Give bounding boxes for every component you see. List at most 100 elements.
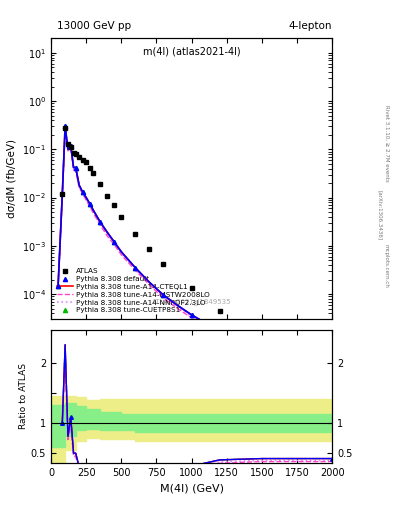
Pythia 8.308 default — [259, 350, 264, 356]
ATLAS — [63, 125, 68, 131]
Text: m(4l) (atlas2021-4l): m(4l) (atlas2021-4l) — [143, 47, 241, 57]
Pythia 8.308 tune-A14-MSTW2008LO — [77, 185, 82, 191]
Pythia 8.308 tune-CUETP8S1 — [112, 239, 117, 245]
Pythia 8.308 default — [56, 283, 61, 289]
Pythia 8.308 tune-A14-MSTW2008LO — [68, 145, 73, 151]
ATLAS — [84, 159, 88, 165]
Pythia 8.308 default — [112, 239, 117, 245]
Pythia 8.308 tune-A14-MSTW2008LO — [161, 295, 166, 301]
Pythia 8.308 tune-A14-CTEQL1 — [112, 239, 117, 245]
Text: ATLAS_2021_I1849535: ATLAS_2021_I1849535 — [152, 298, 231, 305]
Pythia 8.308 tune-A14-NNPDF2.3LO — [84, 196, 88, 202]
Pythia 8.308 tune-A14-MSTW2008LO — [80, 190, 85, 197]
Line: Pythia 8.308 tune-A14-CTEQL1: Pythia 8.308 tune-A14-CTEQL1 — [58, 126, 332, 382]
Pythia 8.308 tune-CUETP8S1 — [133, 265, 138, 271]
Pythia 8.308 tune-A14-NNPDF2.3LO — [105, 231, 110, 237]
ATLAS — [189, 285, 194, 291]
Text: 13000 GeV pp: 13000 GeV pp — [57, 20, 131, 31]
Pythia 8.308 tune-A14-MSTW2008LO — [60, 193, 65, 199]
Pythia 8.308 tune-A14-CTEQL1 — [98, 219, 103, 225]
Pythia 8.308 tune-A14-MSTW2008LO — [66, 148, 70, 154]
Pythia 8.308 tune-A14-NNPDF2.3LO — [189, 313, 194, 319]
Pythia 8.308 tune-A14-NNPDF2.3LO — [98, 221, 103, 227]
Pythia 8.308 tune-CUETP8S1 — [68, 142, 73, 148]
Pythia 8.308 tune-A14-MSTW2008LO — [105, 233, 110, 239]
Pythia 8.308 tune-A14-CTEQL1 — [84, 195, 88, 201]
ATLAS — [77, 154, 82, 160]
Pythia 8.308 default — [63, 123, 68, 130]
Pythia 8.308 tune-CUETP8S1 — [56, 283, 61, 289]
Pythia 8.308 tune-A14-CTEQL1 — [56, 283, 61, 289]
ATLAS — [147, 246, 152, 252]
Pythia 8.308 tune-A14-CTEQL1 — [60, 190, 65, 197]
ATLAS — [80, 157, 85, 163]
X-axis label: M(4l) (GeV): M(4l) (GeV) — [160, 484, 224, 494]
ATLAS — [91, 169, 95, 176]
Pythia 8.308 tune-A14-CTEQL1 — [189, 312, 194, 318]
Line: Pythia 8.308 tune-A14-NNPDF2.3LO: Pythia 8.308 tune-A14-NNPDF2.3LO — [58, 127, 332, 384]
Pythia 8.308 tune-A14-CTEQL1 — [119, 249, 124, 255]
Pythia 8.308 tune-A14-MSTW2008LO — [73, 167, 78, 173]
ATLAS — [105, 193, 110, 199]
Pythia 8.308 default — [98, 219, 103, 225]
Pythia 8.308 tune-CUETP8S1 — [98, 219, 103, 225]
Pythia 8.308 tune-A14-NNPDF2.3LO — [119, 250, 124, 257]
Pythia 8.308 tune-A14-NNPDF2.3LO — [91, 208, 95, 215]
ATLAS — [74, 151, 79, 157]
Pythia 8.308 tune-A14-NNPDF2.3LO — [330, 381, 334, 387]
Pythia 8.308 tune-CUETP8S1 — [161, 292, 166, 298]
Pythia 8.308 tune-A14-CTEQL1 — [133, 265, 138, 271]
Pythia 8.308 tune-A14-CTEQL1 — [87, 201, 92, 207]
Pythia 8.308 tune-A14-MSTW2008LO — [119, 252, 124, 258]
Pythia 8.308 tune-A14-CTEQL1 — [105, 229, 110, 236]
Pythia 8.308 default — [73, 164, 78, 170]
Pythia 8.308 tune-CUETP8S1 — [63, 123, 68, 130]
Pythia 8.308 default — [68, 142, 73, 148]
Pythia 8.308 tune-A14-CTEQL1 — [71, 164, 76, 170]
Pythia 8.308 tune-A14-MSTW2008LO — [84, 197, 88, 203]
Pythia 8.308 tune-A14-CTEQL1 — [147, 279, 152, 285]
Pythia 8.308 tune-CUETP8S1 — [80, 189, 85, 195]
Pythia 8.308 tune-A14-MSTW2008LO — [175, 306, 180, 312]
Pythia 8.308 tune-A14-CTEQL1 — [330, 379, 334, 385]
Pythia 8.308 tune-A14-CTEQL1 — [91, 207, 95, 213]
Pythia 8.308 tune-CUETP8S1 — [189, 312, 194, 318]
Line: Pythia 8.308 default: Pythia 8.308 default — [56, 124, 264, 355]
Pythia 8.308 tune-A14-NNPDF2.3LO — [217, 330, 222, 336]
Pythia 8.308 tune-A14-NNPDF2.3LO — [77, 183, 82, 189]
Pythia 8.308 tune-A14-NNPDF2.3LO — [63, 124, 68, 131]
Pythia 8.308 tune-A14-CTEQL1 — [217, 328, 222, 334]
Pythia 8.308 tune-A14-MSTW2008LO — [112, 242, 117, 248]
ATLAS — [112, 202, 117, 208]
Pythia 8.308 tune-A14-NNPDF2.3LO — [73, 166, 78, 172]
Pythia 8.308 tune-A14-NNPDF2.3LO — [56, 283, 61, 289]
Pythia 8.308 tune-A14-CTEQL1 — [175, 303, 180, 309]
ATLAS — [71, 150, 76, 156]
Pythia 8.308 tune-A14-NNPDF2.3LO — [112, 241, 117, 247]
Text: [arXiv:1306.3436]: [arXiv:1306.3436] — [377, 190, 382, 240]
Pythia 8.308 default — [189, 312, 194, 318]
Pythia 8.308 default — [87, 201, 92, 207]
Pythia 8.308 tune-A14-NNPDF2.3LO — [66, 147, 70, 153]
Pythia 8.308 tune-A14-CTEQL1 — [63, 123, 68, 130]
ATLAS — [161, 261, 166, 267]
Pythia 8.308 tune-A14-MSTW2008LO — [71, 167, 76, 173]
Y-axis label: dσ/dM (fb/GeV): dσ/dM (fb/GeV) — [6, 139, 17, 218]
Pythia 8.308 tune-A14-CTEQL1 — [68, 142, 73, 148]
Pythia 8.308 tune-A14-NNPDF2.3LO — [71, 166, 76, 172]
Text: mcplots.cern.ch: mcplots.cern.ch — [384, 244, 388, 288]
Line: Pythia 8.308 tune-CUETP8S1: Pythia 8.308 tune-CUETP8S1 — [56, 124, 264, 355]
Pythia 8.308 tune-CUETP8S1 — [87, 201, 92, 207]
Pythia 8.308 tune-A14-NNPDF2.3LO — [133, 266, 138, 272]
Pythia 8.308 tune-A14-NNPDF2.3LO — [259, 351, 264, 357]
Pythia 8.308 tune-A14-NNPDF2.3LO — [161, 294, 166, 300]
Pythia 8.308 tune-A14-MSTW2008LO — [91, 210, 95, 216]
ATLAS — [87, 164, 92, 170]
ATLAS — [60, 190, 65, 197]
Pythia 8.308 tune-A14-MSTW2008LO — [133, 267, 138, 273]
Line: ATLAS: ATLAS — [60, 125, 222, 313]
Pythia 8.308 tune-A14-MSTW2008LO — [330, 382, 334, 388]
Y-axis label: Ratio to ATLAS: Ratio to ATLAS — [19, 364, 28, 430]
ATLAS — [217, 308, 222, 314]
Pythia 8.308 tune-A14-MSTW2008LO — [87, 203, 92, 209]
